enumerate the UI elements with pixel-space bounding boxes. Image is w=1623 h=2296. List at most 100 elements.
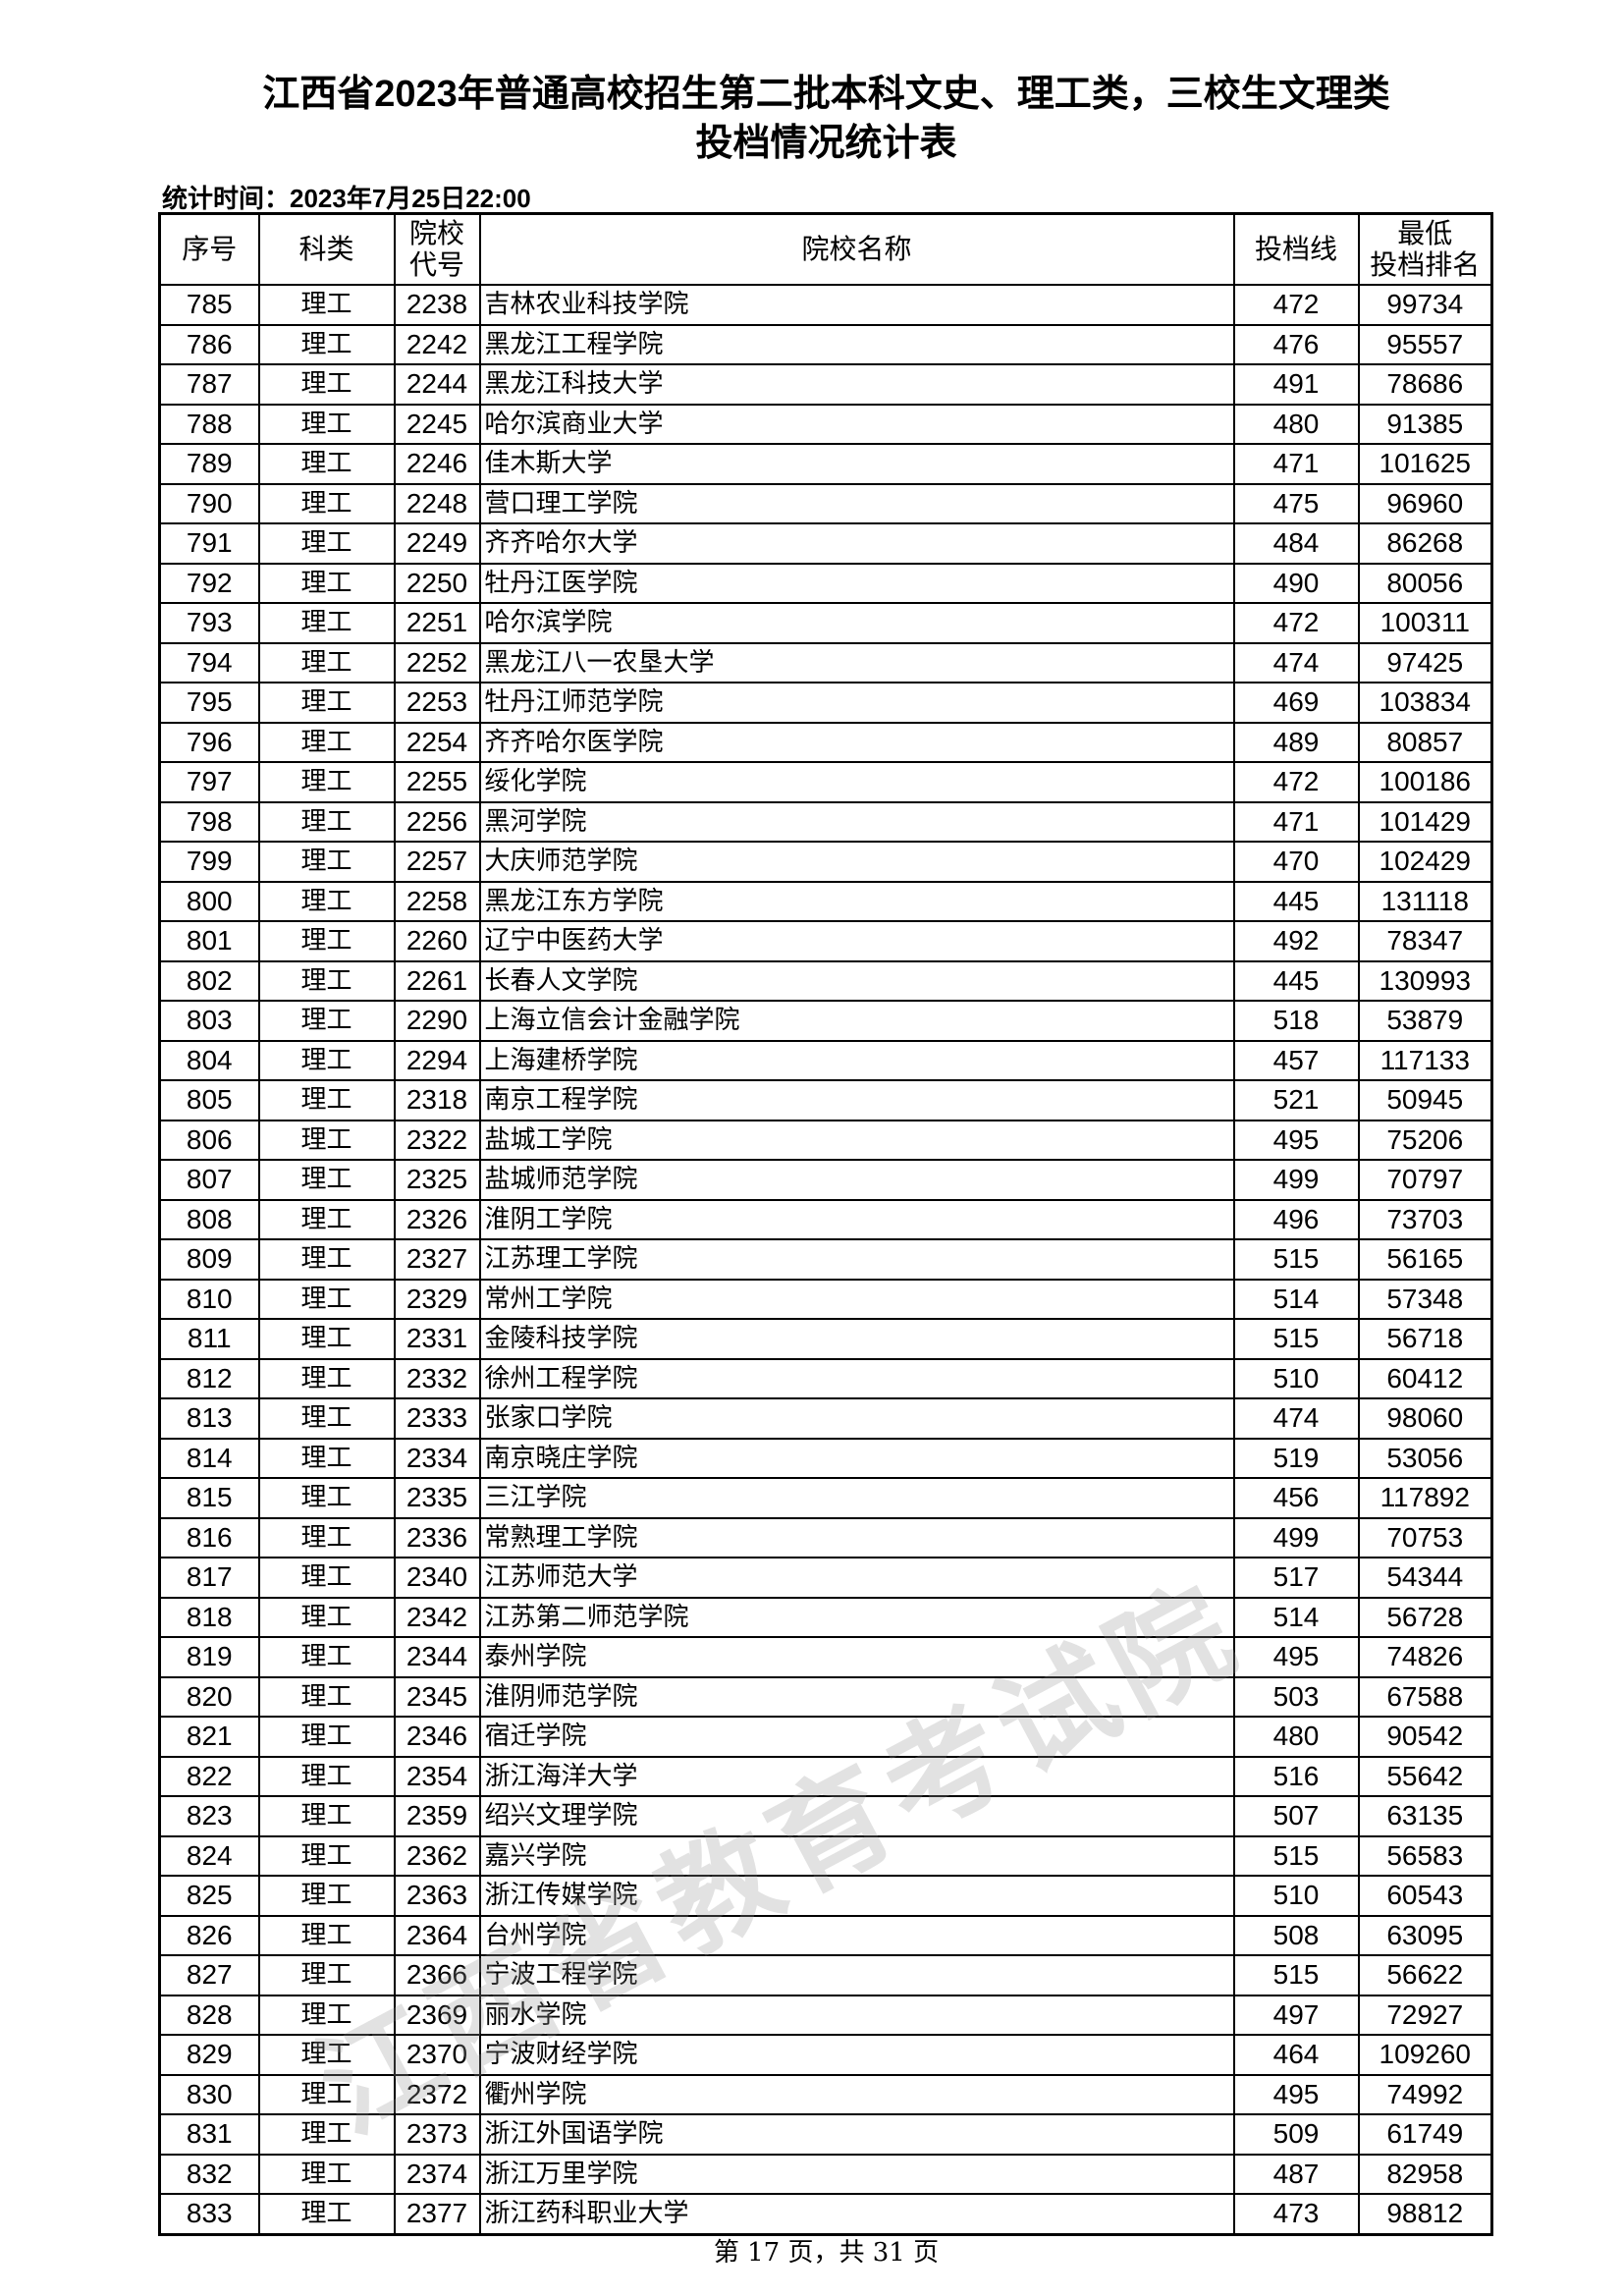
table-row: 832 理工 2374 浙江万里学院 487 82958: [158, 2153, 1493, 2195]
cell-cutoff: 471: [1232, 800, 1360, 843]
cell-cutoff: 480: [1232, 1716, 1360, 1758]
cell-seq: 824: [158, 1834, 260, 1877]
cell-school-name: 浙江传媒学院: [478, 1875, 1235, 1917]
cell-seq: 804: [158, 1039, 260, 1081]
cell-code: 2326: [393, 1198, 481, 1240]
cell-cutoff: 473: [1232, 2193, 1360, 2235]
cell-category: 理工: [257, 602, 396, 644]
cell-code: 2255: [393, 761, 481, 803]
header-rank-line1: 最低: [1397, 218, 1453, 248]
cell-category: 理工: [257, 562, 396, 604]
table-row: 804 理工 2294 上海建桥学院 457 117133: [158, 1039, 1493, 1081]
cell-min-rank: 102429: [1357, 841, 1493, 883]
cell-min-rank: 96960: [1357, 482, 1493, 524]
cell-min-rank: 67588: [1357, 1675, 1493, 1718]
table-row: 813 理工 2333 张家口学院 474 98060: [158, 1397, 1493, 1440]
cell-cutoff: 469: [1232, 682, 1360, 724]
cell-cutoff: 495: [1232, 1119, 1360, 1161]
cell-code: 2342: [393, 1596, 481, 1638]
cell-seq: 790: [158, 482, 260, 524]
cell-school-name: 徐州工程学院: [478, 1357, 1235, 1399]
cell-school-name: 上海建桥学院: [478, 1039, 1235, 1081]
cell-seq: 800: [158, 880, 260, 922]
cell-code: 2333: [393, 1397, 481, 1440]
cell-code: 2329: [393, 1278, 481, 1320]
cell-category: 理工: [257, 1397, 396, 1440]
cell-school-name: 浙江海洋大学: [478, 1755, 1235, 1797]
table-row: 795 理工 2253 牡丹江师范学院 469 103834: [158, 682, 1493, 724]
cell-min-rank: 73703: [1357, 1198, 1493, 1240]
table-row: 789 理工 2246 佳木斯大学 471 101625: [158, 443, 1493, 485]
cell-category: 理工: [257, 1636, 396, 1678]
cell-school-name: 泰州学院: [478, 1636, 1235, 1678]
cell-cutoff: 516: [1232, 1755, 1360, 1797]
table-row: 830 理工 2372 衢州学院 495 74992: [158, 2073, 1493, 2115]
cell-seq: 805: [158, 1079, 260, 1121]
cell-cutoff: 445: [1232, 959, 1360, 1002]
cell-code: 2246: [393, 443, 481, 485]
cell-min-rank: 60543: [1357, 1875, 1493, 1917]
cell-code: 2260: [393, 920, 481, 962]
cell-seq: 803: [158, 1000, 260, 1042]
cell-code: 2359: [393, 1795, 481, 1837]
cell-cutoff: 489: [1232, 721, 1360, 763]
cell-seq: 795: [158, 682, 260, 724]
table-row: 806 理工 2322 盐城工学院 495 75206: [158, 1119, 1493, 1161]
cell-school-name: 江苏第二师范学院: [478, 1596, 1235, 1638]
cell-category: 理工: [257, 1755, 396, 1797]
table-row: 807 理工 2325 盐城师范学院 499 70797: [158, 1159, 1493, 1201]
cell-code: 2327: [393, 1238, 481, 1281]
cell-code: 2251: [393, 602, 481, 644]
cell-category: 理工: [257, 959, 396, 1002]
cell-seq: 785: [158, 284, 260, 326]
cell-category: 理工: [257, 841, 396, 883]
header-code: 院校代号: [393, 212, 481, 286]
cell-school-name: 哈尔滨商业大学: [478, 403, 1235, 445]
cell-code: 2318: [393, 1079, 481, 1121]
cell-cutoff: 496: [1232, 1198, 1360, 1240]
table-row: 798 理工 2256 黑河学院 471 101429: [158, 800, 1493, 843]
cell-min-rank: 117133: [1357, 1039, 1493, 1081]
cell-code: 2253: [393, 682, 481, 724]
cell-code: 2245: [393, 403, 481, 445]
cell-min-rank: 63135: [1357, 1795, 1493, 1837]
cell-min-rank: 60412: [1357, 1357, 1493, 1399]
table-row: 786 理工 2242 黑龙江工程学院 476 95557: [158, 323, 1493, 365]
cell-code: 2346: [393, 1716, 481, 1758]
cell-category: 理工: [257, 880, 396, 922]
cell-seq: 827: [158, 1954, 260, 1996]
table-row: 808 理工 2326 淮阴工学院 496 73703: [158, 1198, 1493, 1240]
cell-code: 2340: [393, 1557, 481, 1599]
cell-school-name: 上海立信会计金融学院: [478, 1000, 1235, 1042]
cell-seq: 788: [158, 403, 260, 445]
cell-min-rank: 97425: [1357, 641, 1493, 683]
cell-cutoff: 497: [1232, 1994, 1360, 2036]
cell-school-name: 嘉兴学院: [478, 1834, 1235, 1877]
table-header-row: 序号 科类 院校代号 院校名称 投档线 最低 投档排名: [158, 212, 1493, 286]
table-row: 831 理工 2373 浙江外国语学院 509 61749: [158, 2113, 1493, 2156]
cell-school-name: 盐城工学院: [478, 1119, 1235, 1161]
table-body: 785 理工 2238 吉林农业科技学院 472 99734 786 理工 2242 黑龙江工程学…: [158, 284, 1493, 2235]
table-row: 799 理工 2257 大庆师范学院 470 102429: [158, 841, 1493, 883]
cell-seq: 796: [158, 721, 260, 763]
cell-school-name: 宿迁学院: [478, 1716, 1235, 1758]
cell-cutoff: 503: [1232, 1675, 1360, 1718]
table-row: 826 理工 2364 台州学院 508 63095: [158, 1914, 1493, 1956]
table-row: 794 理工 2252 黑龙江八一农垦大学 474 97425: [158, 641, 1493, 683]
cell-code: 2322: [393, 1119, 481, 1161]
cell-school-name: 浙江药科职业大学: [478, 2193, 1235, 2235]
cell-cutoff: 518: [1232, 1000, 1360, 1042]
cell-seq: 799: [158, 841, 260, 883]
cell-school-name: 绍兴文理学院: [478, 1795, 1235, 1837]
cell-seq: 811: [158, 1318, 260, 1360]
cell-code: 2345: [393, 1675, 481, 1718]
cell-school-name: 黑龙江工程学院: [478, 323, 1235, 365]
cell-category: 理工: [257, 800, 396, 843]
admission-table: 序号 科类 院校代号 院校名称 投档线 最低 投档排名 785 理工 2238 吉林农业…: [158, 212, 1493, 2236]
table-row: 827 理工 2366 宁波工程学院 515 56622: [158, 1954, 1493, 1996]
cell-category: 理工: [257, 403, 396, 445]
cell-code: 2331: [393, 1318, 481, 1360]
document-title-line1: 江西省2023年普通高校招生第二批本科文史、理工类，三校生文理类: [262, 74, 1390, 115]
cell-category: 理工: [257, 682, 396, 724]
cell-code: 2372: [393, 2073, 481, 2115]
